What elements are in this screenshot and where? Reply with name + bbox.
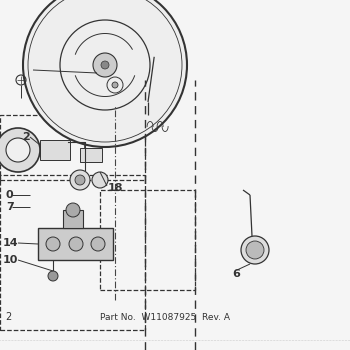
Circle shape [6,138,30,162]
Circle shape [23,0,187,147]
Circle shape [48,271,58,281]
Text: 10: 10 [3,255,18,265]
Text: Part No.  W11087925  Rev. A: Part No. W11087925 Rev. A [100,313,230,322]
Circle shape [241,236,269,264]
Circle shape [70,170,90,190]
Bar [63,210,83,228]
Text: 2: 2 [22,132,30,142]
Bar [100,190,195,290]
Circle shape [246,241,264,259]
Text: 18: 18 [108,183,124,193]
Bar [38,228,113,260]
Circle shape [92,172,108,188]
Polygon shape [80,41,101,88]
Circle shape [66,203,80,217]
Circle shape [91,237,105,251]
Circle shape [46,237,60,251]
Text: 6: 6 [232,269,240,279]
Circle shape [0,128,40,172]
Circle shape [75,175,85,185]
Circle shape [101,61,109,69]
Bar [0,115,145,180]
Circle shape [93,53,117,77]
Text: 0: 0 [6,190,14,200]
Text: 7: 7 [6,202,14,212]
Bar [40,140,70,160]
Circle shape [69,237,83,251]
Bar [0,175,145,330]
Circle shape [112,82,118,88]
Polygon shape [109,41,130,88]
Bar [80,148,102,162]
Text: 14: 14 [3,238,19,248]
Text: 2: 2 [5,312,11,322]
